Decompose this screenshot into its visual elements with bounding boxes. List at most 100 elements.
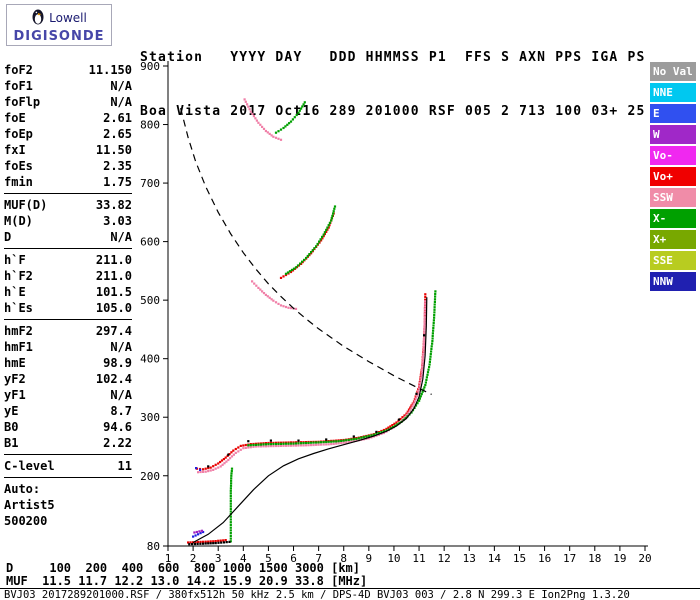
param-value: 2.35 bbox=[103, 159, 132, 173]
param-divider bbox=[4, 454, 132, 455]
param-row: foEs 2.35 bbox=[4, 158, 132, 174]
series-f-trace-o-mode bbox=[195, 293, 427, 471]
param-divider bbox=[4, 477, 132, 478]
param-value: 8.7 bbox=[110, 404, 132, 418]
param-row: foF2 11.150 bbox=[4, 62, 132, 78]
param-row: foF1 N/A bbox=[4, 78, 132, 94]
param-row: M(D) 3.03 bbox=[4, 213, 132, 229]
param-value: 94.6 bbox=[103, 420, 132, 434]
param-row: h`Es 105.0 bbox=[4, 300, 132, 316]
param-value: N/A bbox=[110, 95, 132, 109]
status-bar: BVJ03_2017289201000.RSF / 380fx512h 50 k… bbox=[4, 589, 630, 600]
param-row: hmE 98.9 bbox=[4, 355, 132, 371]
param-value: 297.4 bbox=[95, 324, 132, 338]
distance-row: D 100 200 400 600 800 1000 1500 3000 [km… bbox=[6, 561, 361, 575]
series-second-order-x bbox=[284, 205, 337, 275]
param-divider bbox=[4, 193, 132, 194]
x-tick-label: 17 bbox=[563, 552, 576, 565]
param-row: h`F2 211.0 bbox=[4, 268, 132, 284]
param-label: foEs bbox=[4, 159, 33, 173]
param-row: fmin 1.75 bbox=[4, 174, 132, 190]
param-label: fxI bbox=[4, 143, 26, 157]
y-tick-label: 800 bbox=[140, 119, 160, 132]
x-tick-label: 4 bbox=[240, 552, 247, 565]
legend-item-nnw: NNW bbox=[650, 272, 696, 291]
series-f-trace-x-mode bbox=[247, 290, 437, 447]
param-value: 11.150 bbox=[88, 63, 132, 77]
param-value: N/A bbox=[110, 79, 132, 93]
x-tick-label: 7 bbox=[315, 552, 322, 565]
param-value: N/A bbox=[110, 388, 132, 402]
param-label: foE bbox=[4, 111, 26, 125]
param-value: 211.0 bbox=[95, 269, 132, 283]
y-tick-label: 400 bbox=[140, 353, 160, 366]
param-label: B0 bbox=[4, 420, 19, 434]
logo-digisonde-text: DIGISONDE bbox=[13, 28, 105, 44]
param-value: 11.50 bbox=[95, 143, 132, 157]
x-tick-label: 6 bbox=[290, 552, 297, 565]
echo-color-legend: No Val NNE E W Vo- Vo+ SSW X- X+ SSE NNW bbox=[650, 62, 696, 293]
parameter-panel: foF2 11.150 foF1 N/A foFlp N/A foE 2.61 foEp 2.65… bbox=[4, 62, 132, 529]
series-f-trace-fringe bbox=[197, 300, 427, 474]
x-tick-label: 13 bbox=[463, 552, 476, 565]
x-tick-label: 14 bbox=[488, 552, 502, 565]
param-value: 2.61 bbox=[103, 111, 132, 125]
param-row: h`F 211.0 bbox=[4, 252, 132, 268]
series-e-region-vertical bbox=[229, 467, 234, 543]
param-label: hmE bbox=[4, 356, 26, 370]
param-label: h`Es bbox=[4, 301, 33, 315]
x-tick-label: 12 bbox=[438, 552, 451, 565]
series-muf-transmission-curve bbox=[180, 107, 432, 395]
param-label: h`F bbox=[4, 253, 26, 267]
param-label: h`E bbox=[4, 285, 26, 299]
param-row: 500200 bbox=[4, 513, 132, 529]
param-row: hmF2 297.4 bbox=[4, 323, 132, 339]
param-row: MUF(D) 33.82 bbox=[4, 197, 132, 213]
muf-row: MUF 11.5 11.7 12.2 13.0 14.2 15.9 20.9 3… bbox=[6, 574, 368, 588]
param-row: Artist5 bbox=[4, 497, 132, 513]
y-tick-label: 200 bbox=[140, 470, 160, 483]
param-label: foF2 bbox=[4, 63, 33, 77]
param-divider bbox=[4, 248, 132, 249]
x-tick-label: 8 bbox=[340, 552, 347, 565]
param-row: yF1 N/A bbox=[4, 387, 132, 403]
param-row: hmF1 N/A bbox=[4, 339, 132, 355]
param-label: fmin bbox=[4, 175, 33, 189]
param-label: yE bbox=[4, 404, 19, 418]
y-tick-label: 600 bbox=[140, 236, 160, 249]
legend-item-vo-: Vo- bbox=[650, 146, 696, 165]
series-spread-descending bbox=[251, 280, 298, 310]
series-third-order-pink bbox=[243, 98, 283, 141]
param-label: yF2 bbox=[4, 372, 26, 386]
x-tick-label: 3 bbox=[215, 552, 222, 565]
y-tick-label: 500 bbox=[140, 294, 160, 307]
param-row: B1 2.22 bbox=[4, 435, 132, 451]
param-value: 211.0 bbox=[95, 253, 132, 267]
series-third-order-green bbox=[274, 101, 306, 134]
series-true-height-profile bbox=[192, 297, 428, 544]
legend-item-nne: NNE bbox=[650, 83, 696, 102]
legend-item-ssw: SSW bbox=[650, 188, 696, 207]
series-es-blue bbox=[192, 530, 205, 538]
series-f-start-blue bbox=[195, 467, 202, 471]
ionogram-plot: 1 2 3 4 5 6 7 8 9 10 11 12 13 14 15 16 17 18 19 20900800700… bbox=[140, 60, 652, 565]
param-label: B1 bbox=[4, 436, 19, 450]
logo-lowell-text: Lowell bbox=[49, 10, 87, 25]
x-tick-label: 10 bbox=[387, 552, 400, 565]
param-label: Artist5 bbox=[4, 498, 55, 512]
lowell-digisonde-logo: Lowell DIGISONDE bbox=[6, 4, 112, 46]
param-label: hmF1 bbox=[4, 340, 33, 354]
legend-item-x-: X- bbox=[650, 209, 696, 228]
param-value: 33.82 bbox=[95, 198, 132, 212]
plot-axes: 1 2 3 4 5 6 7 8 9 10 11 12 13 14 15 16 17 18 19 20900800700… bbox=[140, 60, 652, 565]
x-tick-label: 9 bbox=[366, 552, 373, 565]
param-label: h`F2 bbox=[4, 269, 33, 283]
param-value: 11 bbox=[117, 459, 132, 473]
x-tick-label: 18 bbox=[588, 552, 601, 565]
series-second-order-o bbox=[279, 212, 335, 279]
penguin-icon bbox=[31, 7, 45, 29]
param-label: hmF2 bbox=[4, 324, 33, 338]
param-divider bbox=[4, 319, 132, 320]
param-row: foEp 2.65 bbox=[4, 126, 132, 142]
param-label: yF1 bbox=[4, 388, 26, 402]
